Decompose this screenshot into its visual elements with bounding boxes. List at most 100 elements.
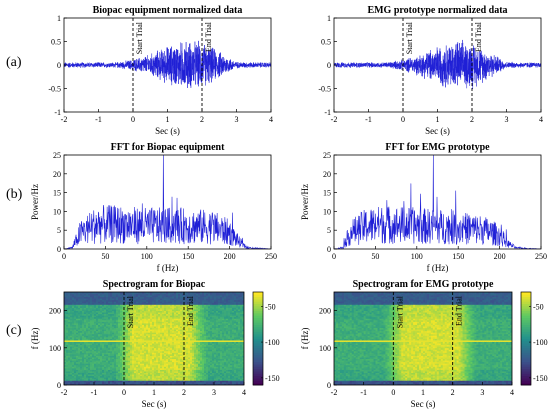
biopac-time-xtick-label: 3 [235,115,239,124]
emg-fft-plot-area [334,155,541,249]
biopac-fft-xtick-label: 200 [224,252,236,261]
biopac-spec-ytick-label: 0 [57,381,61,390]
emg-spec-xtick-label: 2 [451,388,455,397]
emg-fft-xtick-label: 0 [332,252,336,261]
emg-time-ytick-label: 1 [327,14,331,23]
biopac-spec-ylabel: f (Hz) [30,328,40,350]
emg-fft-ytick-label: 15 [323,189,331,198]
emg-time-ytick-label: -0.5 [318,85,331,94]
emg-time-annotation-0: Start Trial [405,21,414,54]
biopac-spec-colorbar-tick: -100 [265,338,280,347]
emg-fft-xtick-label: 150 [452,252,464,261]
biopac-spec-cells [64,292,244,385]
biopac-spec-ytick-label: 200 [49,307,61,316]
emg-spec-xtick-label: 3 [480,388,484,397]
emg-spec-title: Spectrogram for EMG prototype [353,279,494,290]
biopac-fft-xtick-label: 100 [141,252,153,261]
emg-spec-xtick-label: -2 [331,388,338,397]
biopac-time-ytick-label: -0.5 [48,85,61,94]
biopac-fft-ytick-label: 10 [53,207,61,216]
biopac-time-annotation-0: Start Trial [135,21,144,54]
row-label-a: (a) [6,55,22,70]
emg-time-xlabel: Sec (s) [425,126,450,136]
emg-time-ytick-label: -1 [324,108,331,117]
biopac-spec-colorbar: -50 -100 -150 [252,291,280,386]
biopac-fft-ytick-label: 15 [53,189,61,198]
biopac-time-xtick-label: -2 [61,115,68,124]
row-label-c: (c) [6,323,22,338]
row-label-b: (b) [6,187,23,202]
emg-spec-colorbar-tick: -50 [533,302,544,311]
emg-spec-annotation-1: End Trial [455,295,464,326]
biopac-spec-xtick-label: 0 [122,388,126,397]
emg-fft-xtick-label: 100 [411,252,423,261]
emg-spec-colorbar: -50 -100 -150 [520,291,548,386]
biopac-fft-ytick-label: 5 [57,226,61,235]
emg-spec-xtick-label: -1 [360,388,367,397]
emg-fft-ytick-label: 0 [327,245,331,254]
biopac-fft-xtick-label: 150 [182,252,194,261]
biopac-fft-series-line [64,155,271,249]
biopac-spec-ytick-label: 100 [49,344,61,353]
biopac-fft-chart: FFT for Biopac equipment f (Hz) Power/Hz 0 5… [30,142,277,273]
emg-time-ytick-label: 0.5 [321,38,331,47]
biopac-fft-xtick-label: 0 [62,252,66,261]
emg-fft-title: FFT for EMG prototype [385,142,490,153]
biopac-spec-xtick-label: 3 [212,388,216,397]
emg-fft-xtick-label: 250 [535,252,547,261]
biopac-time-ytick-label: 1 [57,14,61,23]
biopac-spec-colorbar-tick: -50 [265,302,276,311]
emg-spec-ylabel: f (Hz) [300,328,310,350]
emg-spec-annotation-0: Start Trial [395,295,404,328]
emg-fft-series-line [334,155,541,249]
emg-spec-xtick-label: 4 [510,388,514,397]
emg-time-annotation-1: End Trial [474,21,483,52]
biopac-spec-xtick-label: -1 [91,388,98,397]
emg-fft-axes-frame [333,154,542,250]
biopac-fft-xtick-label: 250 [265,252,277,261]
biopac-spec-xtick-label: -2 [61,388,68,397]
emg-time-xtick-label: 4 [539,115,543,124]
emg-time-xtick-label: -2 [331,115,338,124]
emg-time-plot-area [334,39,541,89]
emg-spec-ytick-label: 200 [319,307,331,316]
biopac-time-xlabel: Sec (s) [155,126,180,136]
emg-time-title: EMG prototype normalized data [367,5,507,16]
emg-time-series-line [334,39,541,89]
emg-spec-ytick-label: 100 [319,344,331,353]
emg-spec-colorbar-tick: -100 [533,338,548,347]
biopac-time-series-line [64,40,271,88]
emg-fft-xtick-label: 50 [371,252,379,261]
emg-fft-ytick-label: 5 [327,226,331,235]
emg-time-xtick-label: 0 [401,115,405,124]
biopac-spec-annotation-0: Start Trial [126,295,135,328]
emg-spec-xtick-label: 0 [391,388,395,397]
emg-spec-plot-area [334,292,512,385]
biopac-time-xtick-label: 2 [200,115,204,124]
biopac-spec-chart: Spectrogram for Biopac Sec (s) f (Hz) Start… [30,279,280,409]
biopac-fft-ytick-label: 25 [53,151,61,160]
biopac-fft-xlabel: f (Hz) [157,263,179,273]
biopac-time-ytick-label: -1 [54,108,61,117]
emg-spec-ytick-label: 0 [327,381,331,390]
emg-fft-ylabel: Power/Hz [300,184,310,220]
emg-fft-ytick-label: 20 [323,170,331,179]
biopac-spec-annotation-1: End Trial [186,295,195,326]
biopac-spec-xtick-label: 1 [152,388,156,397]
emg-spec-xtick-label: 1 [421,388,425,397]
biopac-time-xtick-label: 4 [269,115,273,124]
biopac-time-xtick-label: 0 [131,115,135,124]
charts: Biopac equipment normalized data Sec (s) S… [30,5,548,409]
biopac-time-chart: Biopac equipment normalized data Sec (s) S… [48,5,273,136]
biopac-fft-xtick-label: 50 [101,252,109,261]
biopac-time-xtick-label: -1 [95,115,102,124]
emg-fft-xlabel: f (Hz) [427,263,449,273]
biopac-time-ytick-label: 0 [57,61,61,70]
biopac-fft-title: FFT for Biopac equipment [111,142,225,153]
biopac-spec-xtick-label: 4 [242,388,246,397]
biopac-time-title: Biopac equipment normalized data [93,5,243,16]
emg-time-xtick-label: -1 [365,115,372,124]
biopac-fft-plot-area [64,155,271,249]
